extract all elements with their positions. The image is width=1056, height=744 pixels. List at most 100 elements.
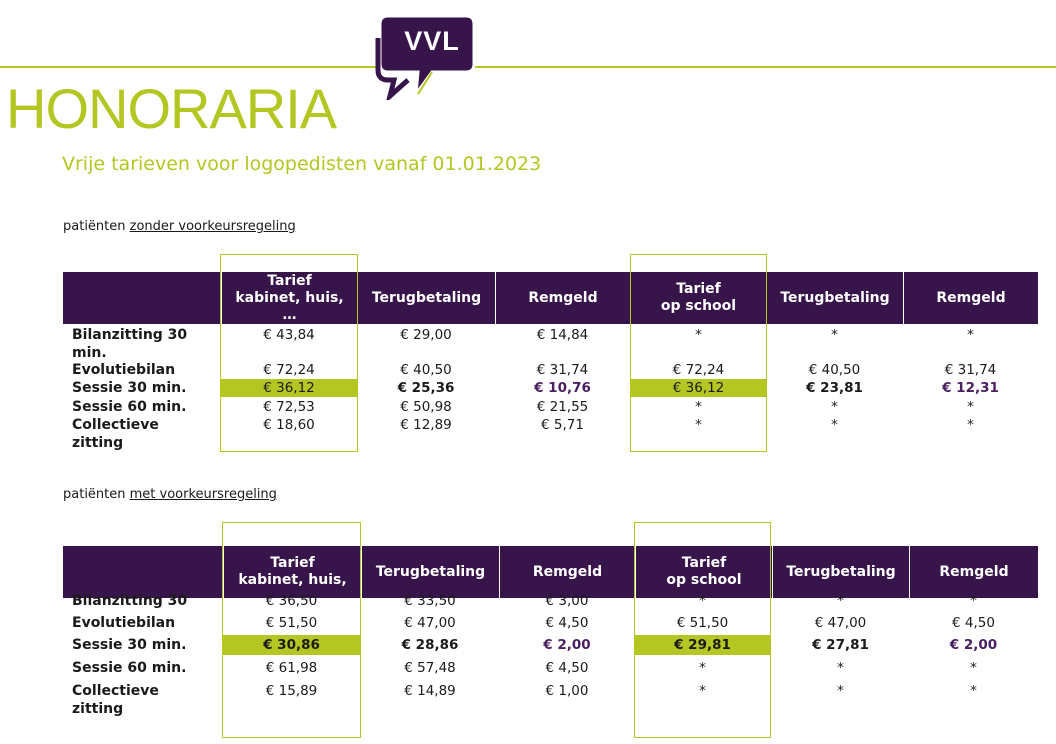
table1-cell: * <box>967 417 974 433</box>
table1-cell: € 72,53 <box>263 399 315 415</box>
table2-cell: € 57,48 <box>404 660 456 676</box>
table2-cell: € 27,81 <box>812 637 869 653</box>
table1-cell: € 29,00 <box>400 327 452 343</box>
vvl-logo <box>375 14 476 100</box>
table2-label-prefix: patiënten <box>63 487 130 502</box>
table1-header-tarief-kabinet: Tarief kabinet, huis, … <box>221 272 357 324</box>
table1-cell: € 40,50 <box>400 362 452 378</box>
table1-highlight-school-column <box>630 254 767 452</box>
table2-highlight-kabinet-column <box>222 522 361 738</box>
table1-cell: * <box>967 399 974 415</box>
table2-cell: € 51,50 <box>265 615 318 631</box>
table1-cell-highlighted: € 36,12 <box>221 379 357 397</box>
table2-header-label-col <box>63 546 223 598</box>
table2-row-label: Bilanzitting 30 <box>72 593 188 609</box>
table2-cell: * <box>970 660 977 676</box>
table2-header-row: Tarief kabinet, huis, Terugbetaling Remg… <box>63 546 1038 598</box>
table1-cell-remgeld: € 10,76 <box>534 380 591 396</box>
table2-cell: € 28,86 <box>401 637 459 653</box>
table1-cell-highlighted: € 36,12 <box>631 379 766 397</box>
table2-cell: * <box>837 593 844 609</box>
table2-header-tarief-kabinet: Tarief kabinet, huis, <box>223 546 361 598</box>
table1-header-remgeld-1: Remgeld <box>495 272 630 324</box>
table2-cell: * <box>837 660 844 676</box>
table2-cell: * <box>699 683 706 699</box>
table2-cell: € 51,50 <box>676 615 729 631</box>
table2-cell-highlighted: € 30,86 <box>223 635 360 655</box>
table1-cell: € 23,81 <box>806 380 863 396</box>
table1-cell: € 72,24 <box>672 362 725 378</box>
table1-row-label: Evolutiebilan <box>72 362 176 378</box>
table2-header-tarief-school: Tarief op school <box>635 546 772 598</box>
table1-cell: * <box>695 417 702 433</box>
table1-cell: € 72,24 <box>263 362 315 378</box>
table2-cell-remgeld: € 2,00 <box>949 637 998 653</box>
table1-cell: € 14,84 <box>536 327 589 343</box>
table1-header-terugbetaling-1: Terugbetaling <box>357 272 495 324</box>
table1-cell: € 31,74 <box>536 362 589 378</box>
table2-cell: * <box>970 683 977 699</box>
table2-cell: € 47,00 <box>814 615 867 631</box>
table1-cell: * <box>831 327 838 343</box>
table2-cell: € 14,89 <box>404 683 456 699</box>
page-title: HONORARIA <box>6 77 337 140</box>
table2-row-label: Sessie 30 min. <box>72 637 187 653</box>
table2-cell: * <box>699 593 706 609</box>
table2-header-terugbetaling-1: Terugbetaling <box>361 546 499 598</box>
table1-cell: € 5,71 <box>541 417 584 433</box>
table1-cell: € 21,55 <box>536 399 589 415</box>
table2-cell: * <box>699 660 706 676</box>
table2-header-remgeld-2: Remgeld <box>909 546 1038 598</box>
table1-cell: * <box>831 417 838 433</box>
table2-cell: € 4,50 <box>545 615 589 631</box>
table1-cell: * <box>695 399 702 415</box>
table2-highlight-school-column <box>634 522 771 738</box>
table2-row-label: Evolutiebilan <box>72 615 176 631</box>
table1-label-prefix: patiënten <box>63 219 130 234</box>
table1-cell: * <box>695 327 702 343</box>
table1-row-label: Sessie 30 min. <box>72 380 187 396</box>
table1-cell: * <box>831 399 838 415</box>
table1-cell: € 25,36 <box>397 380 455 396</box>
table2-cell: € 47,00 <box>404 615 456 631</box>
table1-header-terugbetaling-2: Terugbetaling <box>766 272 903 324</box>
table2-cell-remgeld: € 2,00 <box>543 637 591 653</box>
table2-cell: € 4,50 <box>545 660 589 676</box>
table1-header-row: Tarief kabinet, huis, … Terugbetaling Re… <box>63 272 1038 324</box>
table1-section-label: patiënten zonder voorkeursregeling <box>63 219 296 234</box>
table2-cell: * <box>970 593 977 609</box>
header-divider-line <box>0 66 1056 68</box>
table2-row-label: Collectieve zitting <box>72 683 159 717</box>
table1-cell: € 12,89 <box>400 417 452 433</box>
table1-row-label: Sessie 60 min. <box>72 399 187 415</box>
table2-cell: € 1,00 <box>545 683 589 699</box>
table1-cell: € 18,60 <box>263 417 315 433</box>
table1-cell: € 31,74 <box>944 362 997 378</box>
table1-cell: * <box>967 327 974 343</box>
table1-row-label: Collectieve zitting <box>72 417 159 451</box>
table2-cell: € 61,98 <box>265 660 318 676</box>
page-subtitle: Vrije tarieven voor logopedisten vanaf 0… <box>62 153 542 175</box>
table2-label-link: met voorkeursregeling <box>129 487 277 502</box>
table2-section-label: patiënten met voorkeursregeling <box>63 487 277 502</box>
logo-text: VVL <box>404 26 460 56</box>
table2-cell: € 4,50 <box>952 615 995 631</box>
table1-cell-remgeld: € 12,31 <box>942 380 999 396</box>
table1-row-label: Bilanzitting 30 min. <box>72 327 188 361</box>
table1-header-remgeld-2: Remgeld <box>903 272 1038 324</box>
table1-highlight-kabinet-column <box>220 254 358 452</box>
table2-cell-highlighted: € 29,81 <box>635 635 770 655</box>
table2-cell: € 36,50 <box>265 593 318 609</box>
table2-cell: € 33,50 <box>404 593 456 609</box>
table1-header-label-col <box>63 272 221 324</box>
table2-cell: € 3,00 <box>545 593 589 609</box>
table2-cell: € 15,89 <box>265 683 318 699</box>
table2-header-terugbetaling-2: Terugbetaling <box>772 546 909 598</box>
table1-cell: € 40,50 <box>808 362 861 378</box>
table2-cell: * <box>837 683 844 699</box>
table1-cell: € 43,84 <box>263 327 315 343</box>
table1-cell: € 50,98 <box>400 399 452 415</box>
table2-header-remgeld-1: Remgeld <box>499 546 635 598</box>
table2-row-label: Sessie 60 min. <box>72 660 187 676</box>
table1-label-link: zonder voorkeursregeling <box>129 219 296 234</box>
